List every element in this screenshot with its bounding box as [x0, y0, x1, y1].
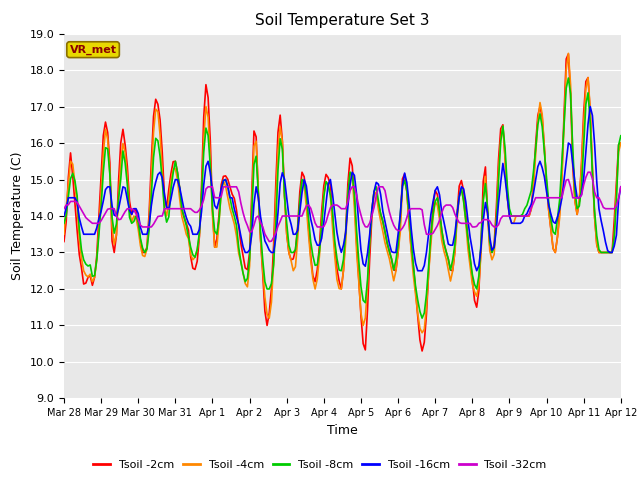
Tsoil -4cm — [335, 286, 343, 291]
Tsoil -8cm — [564, 75, 572, 81]
Tsoil -16cm — [335, 241, 343, 247]
Tsoil -32cm — [337, 206, 345, 212]
Tsoil -8cm — [617, 133, 625, 139]
Tsoil -32cm — [274, 223, 282, 229]
Tsoil -2cm — [617, 140, 625, 146]
Line: Tsoil -4cm: Tsoil -4cm — [64, 53, 621, 333]
Tsoil -16cm — [303, 183, 310, 189]
Y-axis label: Soil Temperature (C): Soil Temperature (C) — [11, 152, 24, 280]
Tsoil -32cm — [584, 169, 592, 175]
Tsoil -8cm — [266, 286, 273, 292]
Line: Tsoil -8cm: Tsoil -8cm — [64, 78, 621, 318]
Tsoil -4cm — [272, 197, 280, 203]
Tsoil -2cm — [564, 51, 572, 57]
Line: Tsoil -32cm: Tsoil -32cm — [64, 172, 621, 241]
Tsoil -32cm — [305, 202, 312, 208]
Title: Soil Temperature Set 3: Soil Temperature Set 3 — [255, 13, 429, 28]
Tsoil -32cm — [266, 239, 273, 244]
Tsoil -4cm — [235, 251, 243, 256]
Tsoil -8cm — [272, 222, 280, 228]
Tsoil -2cm — [419, 348, 426, 354]
Tsoil -2cm — [272, 181, 280, 187]
Legend: Tsoil -2cm, Tsoil -4cm, Tsoil -8cm, Tsoil -16cm, Tsoil -32cm: Tsoil -2cm, Tsoil -4cm, Tsoil -8cm, Tsoi… — [89, 456, 551, 474]
Tsoil -32cm — [617, 184, 625, 190]
Tsoil -2cm — [303, 194, 310, 200]
Tsoil -4cm — [617, 140, 625, 146]
Tsoil -8cm — [335, 267, 343, 273]
Tsoil -8cm — [515, 213, 522, 219]
Line: Tsoil -2cm: Tsoil -2cm — [64, 54, 621, 351]
Tsoil -2cm — [515, 213, 522, 219]
Tsoil -16cm — [586, 104, 594, 109]
Tsoil -32cm — [235, 189, 243, 194]
Line: Tsoil -16cm: Tsoil -16cm — [64, 107, 621, 271]
Text: VR_met: VR_met — [70, 45, 116, 55]
Tsoil -4cm — [266, 315, 273, 321]
Tsoil -2cm — [335, 278, 343, 284]
Tsoil -16cm — [414, 268, 422, 274]
Tsoil -8cm — [60, 220, 68, 226]
Tsoil -8cm — [235, 244, 243, 250]
Tsoil -16cm — [617, 184, 625, 190]
Tsoil -4cm — [419, 330, 426, 336]
Tsoil -16cm — [272, 235, 280, 240]
Tsoil -4cm — [515, 213, 522, 219]
Tsoil -32cm — [515, 213, 522, 219]
Tsoil -4cm — [303, 204, 310, 210]
Tsoil -2cm — [266, 310, 273, 316]
Tsoil -8cm — [419, 315, 426, 321]
Tsoil -16cm — [60, 213, 68, 219]
Tsoil -2cm — [235, 223, 243, 228]
Tsoil -2cm — [60, 239, 68, 244]
Tsoil -8cm — [303, 192, 310, 197]
Tsoil -16cm — [266, 247, 273, 253]
Tsoil -4cm — [564, 50, 572, 56]
Tsoil -16cm — [235, 222, 243, 228]
Tsoil -32cm — [60, 206, 68, 212]
Tsoil -4cm — [60, 231, 68, 237]
Tsoil -32cm — [268, 238, 275, 244]
Tsoil -16cm — [515, 220, 522, 226]
X-axis label: Time: Time — [327, 424, 358, 437]
